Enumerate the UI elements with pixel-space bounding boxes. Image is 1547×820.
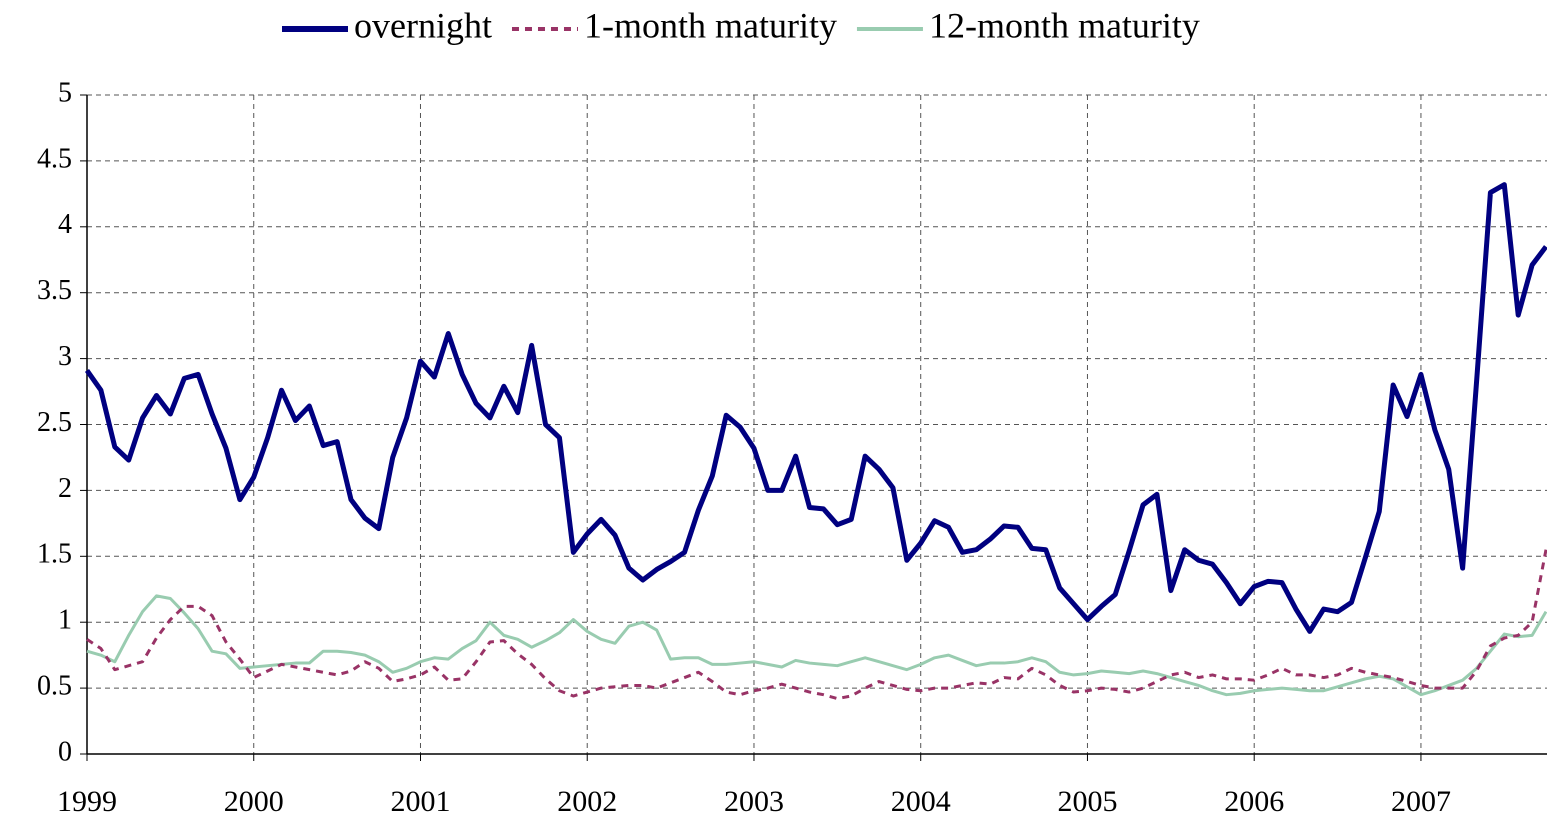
y-tick-label: 0 [58, 736, 72, 767]
plot-area [84, 182, 1547, 701]
series-line [86, 594, 1547, 697]
legend-label: 12-month maturity [929, 5, 1200, 45]
y-tick-label: 1 [58, 605, 72, 636]
y-tick-label: 4.5 [37, 143, 72, 174]
y-tick-label: 3 [58, 341, 72, 372]
y-tick-label: 1.5 [37, 539, 72, 570]
x-tick-label: 2005 [1057, 785, 1117, 818]
y-tick-label: 0.5 [37, 671, 72, 702]
x-tick-label: 2006 [1224, 785, 1284, 818]
x-tick-label: 2001 [390, 785, 450, 818]
x-tick-label: 2004 [891, 785, 951, 818]
series-line [84, 182, 1547, 634]
x-tick-label: 2002 [557, 785, 617, 818]
y-tick-label: 2 [58, 473, 72, 504]
y-tick-label: 2.5 [37, 407, 72, 438]
legend-label: 1-month maturity [584, 5, 837, 45]
x-tick-label: 2007 [1391, 785, 1451, 818]
x-tick-label: 2003 [724, 785, 784, 818]
series-line [86, 549, 1547, 701]
y-tick-label: 4 [58, 209, 72, 240]
y-tick-label: 3.5 [37, 275, 72, 306]
legend-label: overnight [354, 5, 492, 45]
y-tick-label: 5 [58, 77, 72, 108]
x-tick-label: 1999 [57, 785, 117, 818]
x-tick-label: 2000 [224, 785, 284, 818]
